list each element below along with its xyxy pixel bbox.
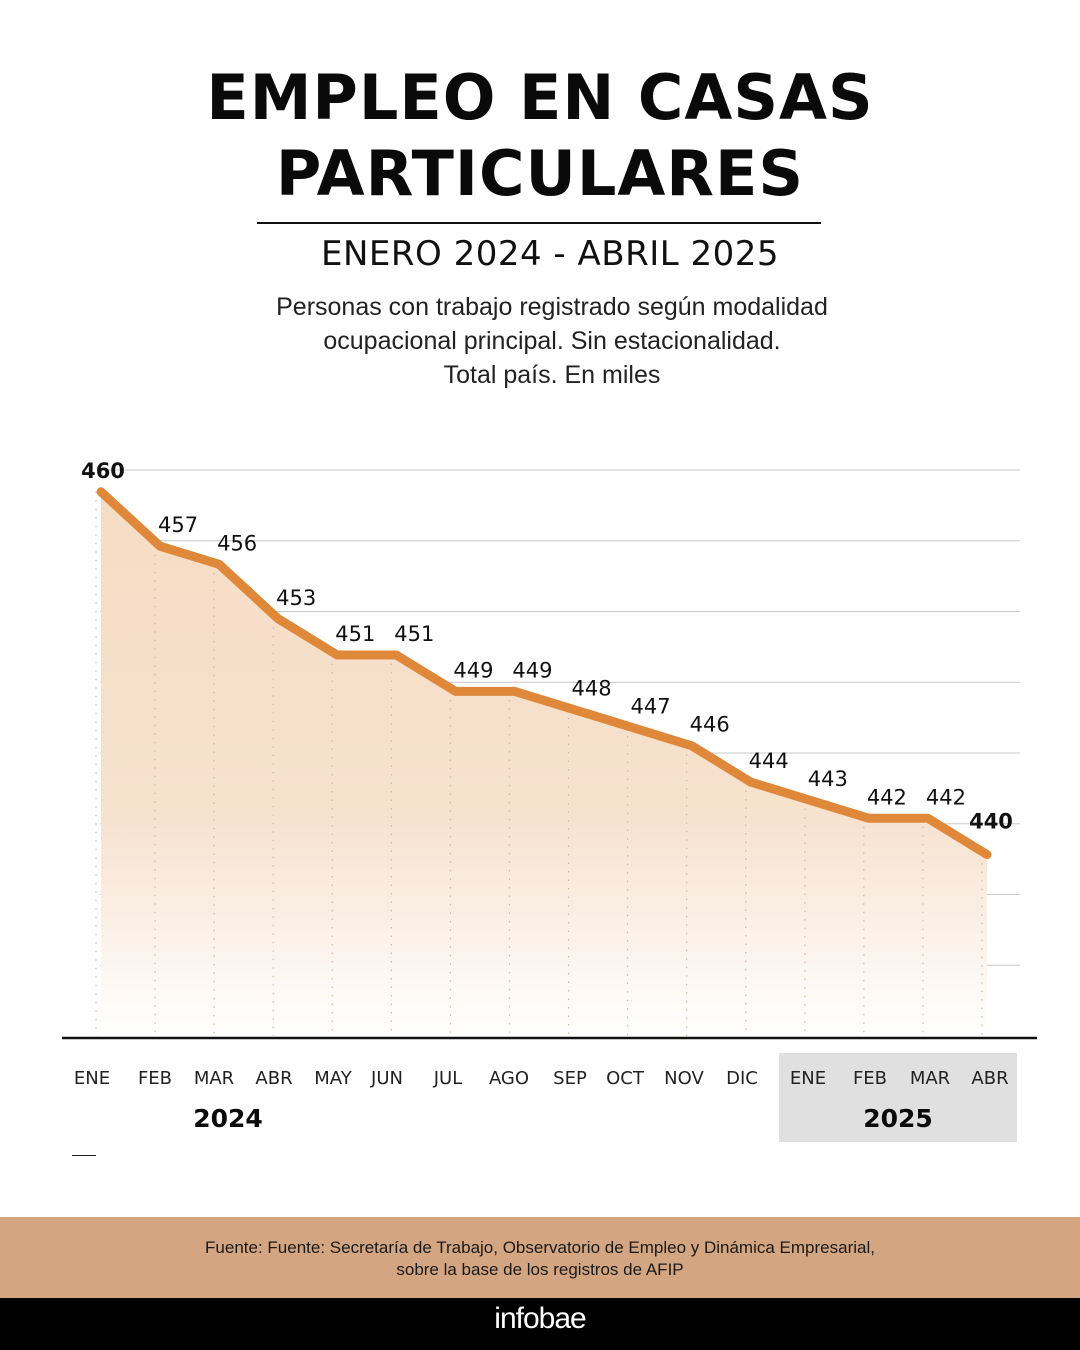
value-labels: 460 457 456 453 451 451 449 449 448 447 446 444 443 4…: [81, 459, 1013, 834]
value-label: 453: [276, 586, 316, 610]
x-tick-label: MAY: [314, 1068, 352, 1089]
value-label: 448: [571, 676, 611, 700]
x-tick-label: JUL: [433, 1068, 463, 1089]
brand-bar: [0, 1298, 1080, 1350]
value-label: 457: [158, 513, 198, 537]
year-label-2025: 2025: [863, 1104, 933, 1133]
value-label: 443: [808, 767, 848, 791]
title-line-1: EMPLEO EN CASAS: [206, 61, 874, 134]
title-line-2: PARTICULARES: [275, 137, 805, 210]
x-tick-label: MAR: [910, 1068, 950, 1089]
value-label: 451: [335, 622, 375, 646]
value-label: 444: [749, 749, 789, 773]
value-label: 442: [867, 785, 907, 809]
description: Personas con trabajo registrado según mo…: [0, 290, 1080, 392]
value-label: 442: [926, 785, 966, 809]
x-tick-label: AGO: [489, 1068, 529, 1089]
description-line: Personas con trabajo registrado según mo…: [276, 293, 828, 321]
description-line: ocupacional principal. Sin estacionalida…: [323, 327, 781, 355]
x-tick-label: JUN: [370, 1068, 403, 1089]
value-label: 449: [453, 658, 493, 682]
decorative-dash: [72, 1155, 96, 1156]
x-tick-label: ABR: [971, 1068, 1008, 1089]
value-label: 446: [690, 713, 730, 737]
x-tick-label: MAR: [194, 1068, 234, 1089]
value-label: 456: [217, 531, 257, 555]
value-label: 447: [631, 695, 671, 719]
title-divider: [257, 222, 821, 224]
x-tick-label: ENE: [790, 1068, 826, 1089]
source-line: sobre la base de los registros de AFIP: [396, 1260, 684, 1279]
area-fill: [101, 491, 987, 1036]
vertical-dotted-lines: [95, 491, 983, 1036]
year-label-2024: 2024: [193, 1104, 263, 1133]
year-highlight-2025: [779, 1053, 1017, 1142]
x-tick-label: FEB: [853, 1068, 887, 1089]
series-line: [96, 487, 992, 860]
x-tick-label: DIC: [726, 1068, 758, 1089]
source-footer: [0, 1217, 1080, 1298]
x-tick-label: NOV: [664, 1068, 704, 1089]
source-text: Fuente: Fuente: Secretaría de Trabajo, O…: [0, 1237, 1080, 1281]
x-tick-label: FEB: [138, 1068, 172, 1089]
value-label: 440: [969, 810, 1013, 834]
x-tick-label: ABR: [255, 1068, 292, 1089]
description-line: Total país. En miles: [443, 361, 661, 389]
x-tick-label: OCT: [606, 1068, 645, 1089]
value-label: 449: [512, 658, 552, 682]
x-tick-label: SEP: [553, 1068, 587, 1089]
source-line: Fuente: Fuente: Secretaría de Trabajo, O…: [205, 1238, 875, 1257]
brand-logo: infobae: [494, 1302, 586, 1335]
value-label: 451: [394, 622, 434, 646]
x-tick-labels: ENE FEB MAR ABR MAY JUN JUL AGO SEP OCT NOV DIC ENE F…: [74, 1068, 1009, 1089]
subtitle: ENERO 2024 - ABRIL 2025: [320, 234, 779, 274]
area-chart: 460 457 456 453 451 451 449 449 448 447 446 444 443 4…: [62, 459, 1037, 1133]
value-label: 460: [81, 459, 125, 483]
x-tick-label: ENE: [74, 1068, 110, 1089]
